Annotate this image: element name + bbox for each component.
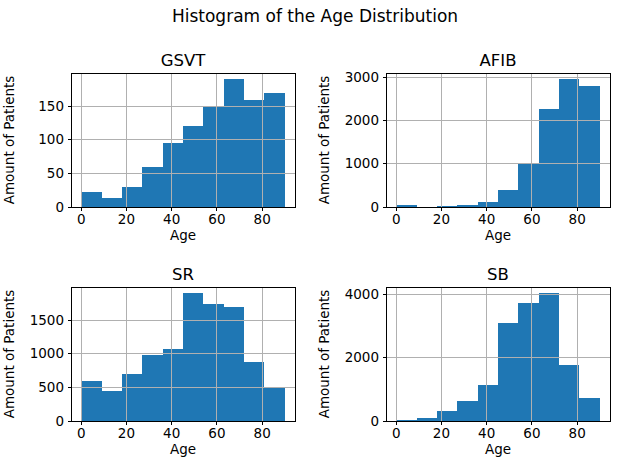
y-tick-label: 2000 (345, 349, 379, 365)
histogram-gsvt: 0 20 40 60 80 0 50 100 150 GSVT Age Amount of Patie… (0, 50, 315, 261)
histogram-bar (224, 307, 244, 421)
y-tick-label: 100 (38, 131, 64, 147)
x-tick-label: 40 (163, 211, 180, 227)
histogram-bar (264, 387, 284, 421)
y-axis-label: Amount of Patients (1, 290, 17, 419)
y-tick-label: 0 (55, 413, 64, 429)
y-tick-label: 2000 (345, 112, 379, 128)
x-tick-label: 0 (392, 211, 401, 227)
x-tick-label: 40 (478, 211, 495, 227)
subplot-cell: 0 20 40 60 80 0 500 1000 1500 SR Age Amount of Pati… (0, 264, 315, 475)
histogram-bar (579, 398, 599, 421)
x-tick-label: 20 (118, 425, 135, 441)
histogram-bar (81, 192, 101, 207)
y-tick-label: 150 (38, 98, 64, 114)
histogram-bar (478, 202, 498, 207)
histogram-bar (437, 411, 457, 421)
histogram-bar (102, 198, 122, 207)
x-axis-label: Age (485, 227, 511, 243)
histogram-bar (518, 163, 538, 207)
histogram-bar (183, 293, 203, 421)
x-tick-label: 60 (208, 211, 225, 227)
histogram-bar (264, 93, 284, 207)
y-tick-label: 3000 (345, 69, 379, 85)
x-tick-label: 40 (163, 425, 180, 441)
x-tick-label: 80 (569, 425, 586, 441)
histogram-bar (457, 401, 477, 421)
histogram-bar (183, 126, 203, 207)
figure: Histogram of the Age Distribution 0 20 40 6… (0, 0, 630, 475)
subplot-cell: 0 20 40 60 80 0 1000 2000 3000 AFIB Age Amount of P… (315, 50, 630, 261)
histogram-bar (244, 362, 264, 421)
x-tick-label: 20 (433, 211, 450, 227)
histogram-bar (539, 109, 559, 207)
histogram-sb: 0 20 40 60 80 0 2000 4000 SB Age Amount of Patient… (315, 264, 630, 475)
histogram-bar (163, 143, 183, 207)
subplot-cell: 0 20 40 60 80 0 2000 4000 SB Age Amount of Patient… (315, 264, 630, 475)
histogram-bar (539, 293, 559, 421)
y-tick-label: 50 (47, 165, 64, 181)
histogram-bar (498, 190, 518, 207)
subplot-title: AFIB (480, 51, 517, 70)
histogram-bar (224, 79, 244, 207)
y-axis-label: Amount of Patients (316, 290, 332, 419)
x-axis-label: Age (485, 441, 511, 457)
y-axis-label: Amount of Patients (316, 76, 332, 205)
histogram-bar (559, 79, 579, 207)
histogram-bar (518, 303, 538, 421)
y-axis-label: Amount of Patients (1, 76, 17, 205)
y-tick-label: 500 (38, 379, 64, 395)
x-tick-label: 0 (77, 211, 86, 227)
x-tick-label: 0 (392, 425, 401, 441)
x-tick-label: 0 (77, 425, 86, 441)
histogram-bar (142, 167, 162, 207)
histogram-bar (102, 391, 122, 421)
histogram-afib: 0 20 40 60 80 0 1000 2000 3000 AFIB Age Amount of P… (315, 50, 630, 261)
x-axis-label: Age (170, 227, 196, 243)
subplot-title: SR (172, 265, 194, 284)
subplot-title: GSVT (161, 51, 207, 70)
y-tick-label: 4000 (345, 286, 379, 302)
x-axis-label: Age (170, 441, 196, 457)
histogram-bar (163, 349, 183, 421)
histogram-bar (203, 304, 223, 421)
histogram-sr: 0 20 40 60 80 0 500 1000 1500 SR Age Amount of Pati… (0, 264, 315, 475)
x-tick-label: 80 (254, 425, 271, 441)
y-tick-label: 0 (370, 413, 379, 429)
subplot-cell: 0 20 40 60 80 0 50 100 150 GSVT Age Amount of Patie… (0, 50, 315, 261)
histogram-bar (203, 106, 223, 207)
subplot-title: SB (487, 265, 509, 284)
x-tick-label: 80 (254, 211, 271, 227)
x-tick-label: 80 (569, 211, 586, 227)
histogram-bar (559, 365, 579, 421)
y-tick-label: 0 (55, 199, 64, 215)
histogram-bar (244, 100, 264, 207)
histogram-bar (122, 187, 142, 207)
y-tick-label: 1000 (345, 155, 379, 171)
y-tick-label: 0 (370, 199, 379, 215)
figure-title: Histogram of the Age Distribution (0, 6, 630, 26)
x-tick-label: 60 (523, 425, 540, 441)
y-tick-label: 1000 (30, 345, 64, 361)
y-tick-label: 1500 (30, 312, 64, 328)
x-tick-label: 60 (523, 211, 540, 227)
x-tick-label: 20 (118, 211, 135, 227)
x-tick-label: 20 (433, 425, 450, 441)
histogram-bar (122, 374, 142, 421)
histogram-bar (478, 385, 498, 421)
x-tick-label: 40 (478, 425, 495, 441)
histogram-bar (579, 86, 599, 207)
histogram-bar (498, 323, 518, 421)
x-tick-label: 60 (208, 425, 225, 441)
